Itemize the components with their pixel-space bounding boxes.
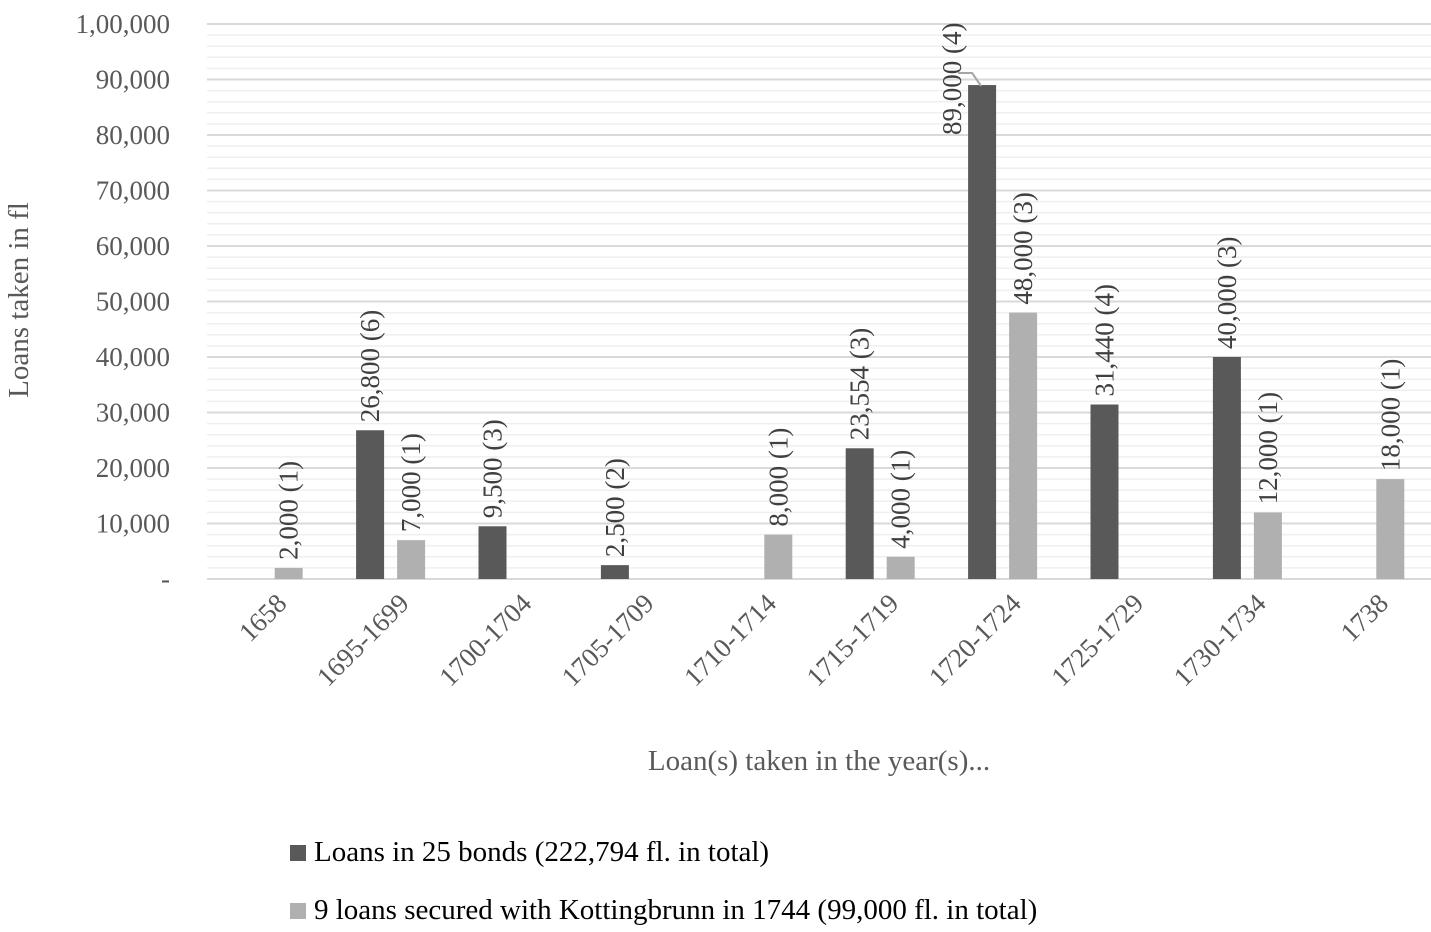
bar: [845, 448, 874, 579]
data-label: 89,000 (4): [937, 23, 967, 135]
data-label: 18,000 (1): [1375, 359, 1405, 471]
bar: [968, 85, 997, 580]
bar: [1009, 312, 1038, 579]
leader-line: [958, 72, 982, 87]
x-tick-label: 1705-1709: [556, 588, 660, 692]
data-label: 2,500 (2): [600, 458, 630, 557]
data-label: 4,000 (1): [886, 450, 916, 549]
y-tick-label: -: [161, 564, 170, 594]
y-tick-label: 90,000: [96, 65, 170, 95]
bar: [356, 430, 385, 579]
x-tick-label: 1695-1699: [311, 588, 415, 692]
y-tick-label: 80,000: [96, 120, 170, 150]
x-tick-label: 1710-1714: [678, 588, 782, 692]
bar: [1376, 479, 1405, 579]
data-label: 12,000 (1): [1253, 392, 1283, 504]
y-tick-label: 20,000: [96, 453, 170, 483]
y-tick-label: 1,00,000: [76, 9, 171, 39]
x-axis-title: Loan(s) taken in the year(s)...: [648, 745, 990, 777]
bar: [478, 526, 507, 579]
data-label: 8,000 (1): [763, 428, 793, 527]
data-label: 48,000 (3): [1008, 192, 1038, 304]
x-tick-label: 1715-1719: [800, 588, 904, 692]
x-tick-label: 1700-1704: [433, 588, 537, 692]
y-tick-label: 10,000: [96, 509, 170, 539]
bar: [764, 534, 793, 579]
data-label: 23,554 (3): [845, 328, 875, 440]
bar: [1212, 357, 1241, 579]
x-tick-label: 1720-1724: [923, 588, 1027, 692]
y-axis-ticks: - 10,000 20,000 30,000 40,000 50,000 60,000 70,…: [76, 9, 171, 594]
legend-swatch-dark: [290, 844, 306, 861]
x-tick-label: 1730-1734: [1168, 588, 1272, 692]
legend-label: Loans in 25 bonds (222,794 fl. in total): [314, 836, 770, 868]
y-tick-label: 70,000: [96, 176, 170, 206]
y-tick-label: 60,000: [96, 231, 170, 261]
x-axis-ticks: 1658 1695-1699 1700-1704 1705-1709 1710-1714…: [233, 588, 1394, 692]
y-tick-label: 30,000: [96, 398, 170, 428]
data-label: 26,800 (6): [355, 310, 385, 422]
data-labels: 2,000 (1) 26,800 (6) 7,000 (1) 9,500 (3) 2,5…: [274, 23, 1406, 560]
legend-item-kottingbrunn: 9 loans secured with Kottingbrunn in 174…: [290, 894, 1037, 927]
y-tick-label: 40,000: [96, 342, 170, 372]
x-tick-label: 1725-1729: [1045, 588, 1149, 692]
legend-item-bonds: Loans in 25 bonds (222,794 fl. in total): [290, 836, 769, 869]
bar: [600, 565, 629, 579]
x-tick-label: 1658: [233, 588, 292, 647]
bar: [274, 567, 303, 579]
bars: [274, 85, 1405, 580]
gridlines: [207, 23, 1431, 580]
bar: [397, 540, 426, 579]
data-label: 31,440 (4): [1090, 284, 1120, 396]
data-label: 7,000 (1): [396, 433, 426, 532]
y-tick-label: 50,000: [96, 287, 170, 317]
data-label: 40,000 (3): [1212, 237, 1242, 349]
data-label: 9,500 (3): [478, 419, 508, 518]
y-axis-title: Loans taken in fl: [3, 202, 35, 398]
legend-swatch-light: [290, 902, 306, 919]
x-tick-label: 1738: [1335, 588, 1394, 647]
bar: [1090, 404, 1119, 579]
data-label: 2,000 (1): [274, 461, 304, 560]
bar: [1253, 512, 1282, 579]
bar: [886, 556, 915, 579]
legend-label: 9 loans secured with Kottingbrunn in 174…: [314, 894, 1038, 926]
